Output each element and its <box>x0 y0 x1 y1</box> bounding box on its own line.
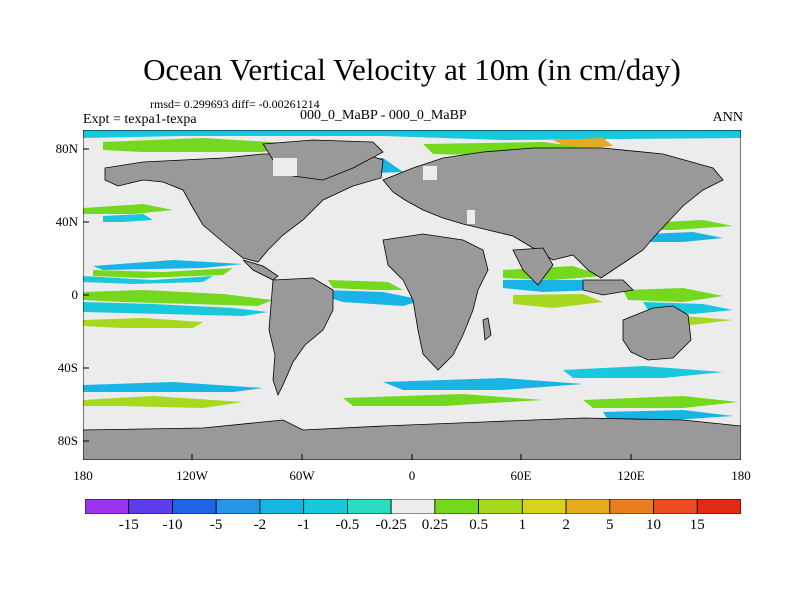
lat-label: 80S <box>57 433 78 448</box>
world-map <box>83 130 741 460</box>
colorbar-tick-label: -10 <box>162 517 183 533</box>
hudson-bay <box>273 158 297 176</box>
season-label: ANN <box>712 110 743 125</box>
colorbar-swatch <box>172 499 217 514</box>
anomaly-band-cyan <box>323 290 423 306</box>
colorbar-swatch <box>303 499 348 514</box>
antarctica <box>83 417 741 460</box>
colorbar-tick-label: 15 <box>689 517 705 533</box>
caspian-sea <box>467 210 475 224</box>
colorbar-tick-label: 1 <box>518 517 527 533</box>
lon-label: 180 <box>73 468 93 483</box>
land <box>83 139 741 460</box>
colorbar-swatch <box>434 499 479 514</box>
lon-label: 120E <box>617 468 645 483</box>
colorbar-swatch <box>346 499 392 514</box>
madagascar <box>482 317 492 341</box>
anomaly-band-green <box>583 396 738 408</box>
colorbar-swatch <box>521 499 567 514</box>
lat-label: 40N <box>55 214 78 229</box>
colorbar-swatch <box>390 499 436 514</box>
africa <box>382 233 489 371</box>
anomaly-band-cyan <box>83 276 213 284</box>
colorbar-tick-label: -15 <box>118 517 139 533</box>
inland-water <box>273 158 475 224</box>
stats-label: rmsd= 0.299693 diff= -0.00261214 <box>150 97 320 111</box>
colorbar-swatch <box>85 499 130 514</box>
colorbar-tick-label: -0.5 <box>335 517 360 533</box>
colorbar-swatch <box>215 499 261 514</box>
lon-label: 0 <box>408 468 416 483</box>
experiment-label: Expt = texpa1-texpa <box>83 112 197 127</box>
anomaly-band-cyan <box>83 382 263 392</box>
anomaly-band-cyan <box>603 410 733 420</box>
colorbar-tick-label: -1 <box>297 517 310 533</box>
lon-label: 60W <box>289 468 315 483</box>
anomaly-band-green <box>83 290 273 306</box>
anomaly-band-green <box>83 396 243 408</box>
colorbar-tick-label: -5 <box>209 517 223 533</box>
colorbar-swatch <box>565 499 611 514</box>
colorbar-tick-label: 0.25 <box>421 517 448 533</box>
lat-label: 0 <box>71 287 79 302</box>
colorbar-tick-label: -0.25 <box>375 517 407 533</box>
chart-title: Ocean Vertical Velocity at 10m (in cm/da… <box>143 52 681 87</box>
colorbar-tick-label: 0.5 <box>469 517 488 533</box>
colorbar-swatch <box>128 499 173 514</box>
anomaly-band-cyan <box>103 214 153 222</box>
anomaly-band-green <box>83 318 203 328</box>
central-america <box>242 259 279 281</box>
eurasia <box>382 147 724 279</box>
baltic-sea <box>423 166 437 180</box>
case-label: 000_0_MaBP - 000_0_MaBP <box>300 108 467 123</box>
colorbar-swatch <box>478 499 523 514</box>
anomaly-band-cyan <box>83 130 741 140</box>
colorbar-tick-label: 2 <box>562 517 570 533</box>
colorbar-tick-label: -2 <box>253 517 267 533</box>
anomaly-band-green <box>103 138 303 152</box>
anomaly-band-green <box>93 268 233 278</box>
anomaly-band-green <box>513 294 603 308</box>
australia <box>622 305 692 361</box>
lat-label: 40S <box>57 360 78 375</box>
south-america <box>268 277 334 397</box>
anomaly-band-cyan <box>83 302 268 316</box>
india <box>512 247 554 286</box>
colorbar <box>85 499 741 514</box>
lat-label: 80N <box>55 141 78 156</box>
anomaly-band-green <box>623 288 723 302</box>
colorbar-swatch <box>609 499 654 514</box>
anomaly-band-cyan <box>93 260 243 270</box>
anomaly-band-green <box>83 204 173 214</box>
colorbar-swatch <box>696 499 741 514</box>
lon-label: 180 <box>731 468 751 483</box>
colorbar-tick-label: 5 <box>606 517 614 533</box>
anomaly-band-cyan <box>383 378 583 390</box>
colorbar-tick-label: 10 <box>646 517 662 533</box>
anomaly-band-green <box>328 280 403 290</box>
colorbar-swatch <box>653 499 698 514</box>
indonesia <box>582 279 634 296</box>
axis-ticks <box>83 148 632 460</box>
anomaly-band-green <box>343 394 543 406</box>
lon-label: 120W <box>176 468 208 483</box>
lon-label: 60E <box>510 468 532 483</box>
anomaly-band-cyan <box>563 366 723 378</box>
colorbar-swatch <box>259 499 305 514</box>
anomaly-band-cyan <box>503 280 598 292</box>
